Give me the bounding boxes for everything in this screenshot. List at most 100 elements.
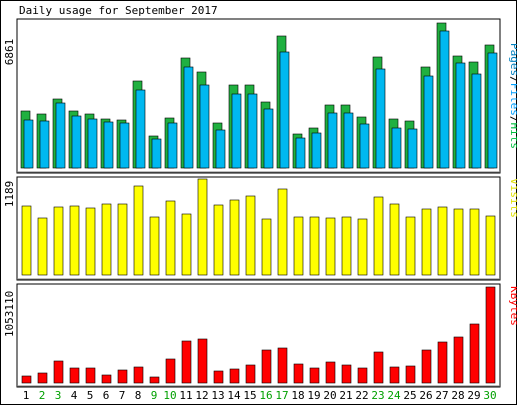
visits-bar [69, 205, 80, 276]
kbytes-bar [325, 361, 336, 384]
visits-bar [37, 217, 48, 276]
visits-bar [261, 218, 272, 276]
files-bar [247, 93, 258, 169]
kbytes-bar [165, 358, 176, 384]
day-label: 29 [467, 389, 480, 402]
day-label: 17 [275, 389, 288, 402]
panel-3-max-label: 1053110 [3, 291, 16, 337]
files-bar [343, 112, 354, 169]
day-label: 24 [387, 389, 401, 402]
day-label: 5 [87, 389, 94, 402]
kbytes-bar [21, 375, 32, 384]
kbytes-bar [309, 367, 320, 384]
panel-frame-2 [16, 176, 501, 281]
day-label: 13 [211, 389, 224, 402]
day-label: 23 [371, 389, 384, 402]
day-label: 25 [403, 389, 416, 402]
files-bar [231, 93, 242, 169]
legend-sep-2: / [508, 116, 517, 123]
kbytes-bar [197, 338, 208, 384]
kbytes-bar [437, 341, 448, 384]
day-label: 20 [323, 389, 336, 402]
day-label: 18 [291, 389, 304, 402]
files-bar [439, 30, 450, 169]
kbytes-bar [469, 323, 480, 384]
visits-bar [101, 203, 112, 276]
visits-bar [133, 185, 144, 276]
day-label: 21 [339, 389, 352, 402]
day-label: 30 [483, 389, 496, 402]
panel-1-legend: Pages/Files/Hits [508, 43, 517, 149]
files-bar [391, 127, 402, 169]
files-bar [455, 62, 466, 169]
visits-bar [229, 199, 240, 276]
day-label: 1 [23, 389, 30, 402]
day-label: 14 [227, 389, 241, 402]
files-bar [263, 108, 274, 169]
day-label: 11 [179, 389, 192, 402]
kbytes-bar [101, 374, 112, 384]
kbytes-bar [69, 367, 80, 384]
kbytes-bar [357, 367, 368, 384]
kbytes-bar [213, 370, 224, 384]
files-bar [327, 112, 338, 169]
files-bar [119, 122, 130, 169]
files-bar [23, 119, 34, 169]
day-label: 9 [151, 389, 158, 402]
kbytes-bar [133, 366, 144, 384]
files-bar [423, 75, 434, 169]
kbytes-bar [421, 349, 432, 384]
visits-bar [341, 216, 352, 276]
legend-visits: Visits [508, 178, 517, 218]
files-bar [215, 129, 226, 169]
kbytes-bar [229, 368, 240, 384]
legend-sep-1: / [508, 76, 517, 83]
visits-bar [325, 217, 336, 276]
day-label: 6 [103, 389, 110, 402]
kbytes-bar [85, 367, 96, 384]
legend-kbytes: KBytes [508, 286, 517, 326]
day-label: 16 [259, 389, 272, 402]
kbytes-bar [277, 347, 288, 384]
kbytes-bar [53, 360, 64, 384]
files-bar [39, 120, 50, 169]
visits-bar [453, 208, 464, 276]
kbytes-bar [181, 340, 192, 384]
visits-bar [277, 188, 288, 276]
legend-hits: Hits [508, 123, 517, 150]
day-label: 26 [419, 389, 432, 402]
day-label: 12 [195, 389, 208, 402]
chart-title: Daily usage for September 2017 [19, 4, 218, 17]
day-label: 10 [163, 389, 176, 402]
visits-bar [165, 200, 176, 276]
kbytes-bar [389, 366, 400, 384]
files-bar [183, 66, 194, 169]
visits-bar [309, 216, 320, 276]
files-bar [167, 122, 178, 169]
files-bar [279, 51, 290, 169]
day-label: 4 [71, 389, 78, 402]
bars-layer [20, 22, 498, 384]
legend-pages: Pages [508, 43, 517, 76]
visits-bar [485, 215, 496, 276]
day-label: 22 [355, 389, 368, 402]
panel-frame-1 [16, 18, 501, 174]
kbytes-bar [117, 369, 128, 384]
files-bar [375, 68, 386, 169]
day-label: 2 [39, 389, 46, 402]
visits-bar [469, 208, 480, 276]
day-label: 27 [435, 389, 448, 402]
files-bar [135, 89, 146, 169]
visits-bar [389, 203, 400, 276]
visits-bar [213, 204, 224, 276]
visits-bar [197, 178, 208, 276]
visits-bar [53, 206, 64, 276]
panel-1-max-label: 6861 [3, 39, 16, 66]
x-axis-labels: 1 2 3 4 5 6 7 8 9 10 11 12 13 14 15 16 17 18 19 20 21 22 23 24 2… [23, 389, 497, 402]
visits-bar [117, 203, 128, 276]
kbytes-bar [485, 286, 496, 384]
files-bar [103, 121, 114, 169]
files-bar [407, 128, 418, 169]
panel-frame-3 [16, 283, 501, 388]
